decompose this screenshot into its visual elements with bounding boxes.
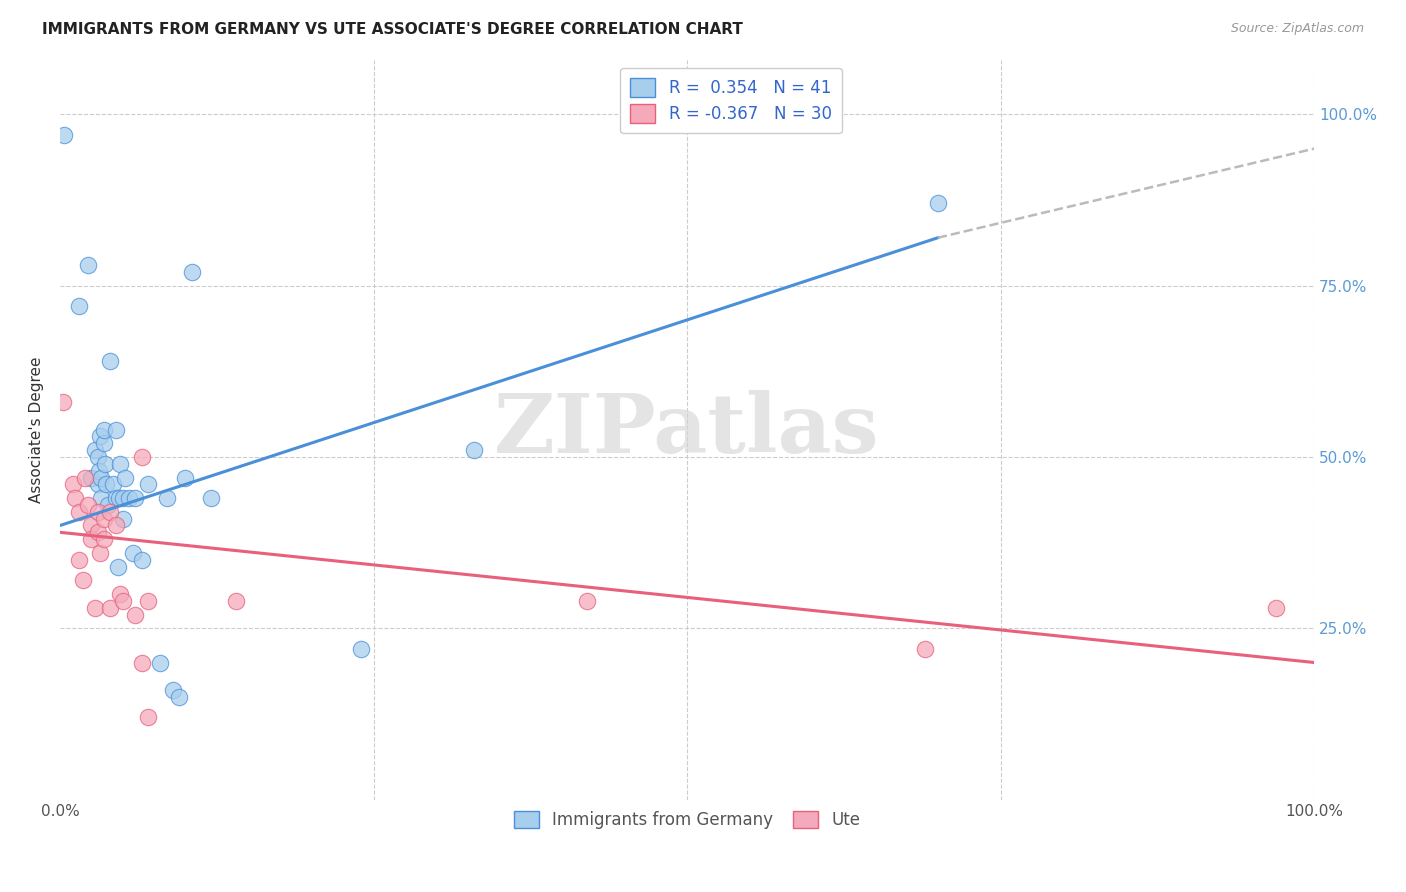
Text: ZIPatlas: ZIPatlas <box>495 390 880 469</box>
Point <box>97 498 120 512</box>
Point <box>62 477 84 491</box>
Point <box>86 477 108 491</box>
Point <box>63 491 86 505</box>
Point <box>89 546 111 560</box>
Text: IMMIGRANTS FROM GERMANY VS UTE ASSOCIATE'S DEGREE CORRELATION CHART: IMMIGRANTS FROM GERMANY VS UTE ASSOCIATE… <box>42 22 742 37</box>
Point <box>156 491 179 505</box>
Point <box>80 518 103 533</box>
Point <box>111 511 134 525</box>
Point <box>107 559 129 574</box>
Point <box>67 299 90 313</box>
Point <box>98 505 121 519</box>
Point <box>105 423 128 437</box>
Point <box>93 511 115 525</box>
Point <box>131 450 153 464</box>
Point <box>124 491 146 505</box>
Point <box>75 470 97 484</box>
Point <box>67 553 90 567</box>
Point <box>84 600 107 615</box>
Point <box>101 477 124 491</box>
Point <box>118 491 141 505</box>
Point <box>180 265 202 279</box>
Point <box>200 491 222 505</box>
Point <box>86 450 108 464</box>
Point <box>114 470 136 484</box>
Point <box>98 354 121 368</box>
Point <box>162 682 184 697</box>
Point <box>80 470 103 484</box>
Point <box>76 258 98 272</box>
Point <box>463 443 485 458</box>
Point <box>927 196 949 211</box>
Point <box>174 470 197 484</box>
Point <box>136 594 159 608</box>
Point <box>575 594 598 608</box>
Point <box>89 429 111 443</box>
Point <box>350 641 373 656</box>
Point <box>131 553 153 567</box>
Point <box>108 491 131 505</box>
Point <box>84 443 107 458</box>
Point <box>51 395 73 409</box>
Point <box>93 423 115 437</box>
Point <box>105 518 128 533</box>
Point <box>111 491 134 505</box>
Point <box>52 128 75 142</box>
Point <box>110 457 132 471</box>
Point <box>80 532 103 546</box>
Point <box>136 710 159 724</box>
Point <box>131 656 153 670</box>
Point <box>110 587 132 601</box>
Point <box>94 457 117 471</box>
Point <box>90 470 112 484</box>
Point <box>914 641 936 656</box>
Point <box>86 525 108 540</box>
Point <box>93 436 115 450</box>
Point <box>86 505 108 519</box>
Point <box>76 498 98 512</box>
Point <box>111 594 134 608</box>
Point <box>1265 600 1288 615</box>
Point <box>96 477 118 491</box>
Point <box>225 594 247 608</box>
Point <box>72 574 94 588</box>
Point <box>105 491 128 505</box>
Point <box>90 491 112 505</box>
Point <box>93 532 115 546</box>
Point <box>149 656 172 670</box>
Point <box>87 464 110 478</box>
Point <box>124 607 146 622</box>
Legend: Immigrants from Germany, Ute: Immigrants from Germany, Ute <box>508 804 868 836</box>
Point <box>98 600 121 615</box>
Point <box>67 505 90 519</box>
Y-axis label: Associate's Degree: Associate's Degree <box>30 356 44 503</box>
Text: Source: ZipAtlas.com: Source: ZipAtlas.com <box>1230 22 1364 36</box>
Point <box>136 477 159 491</box>
Point <box>167 690 190 704</box>
Point <box>121 546 143 560</box>
